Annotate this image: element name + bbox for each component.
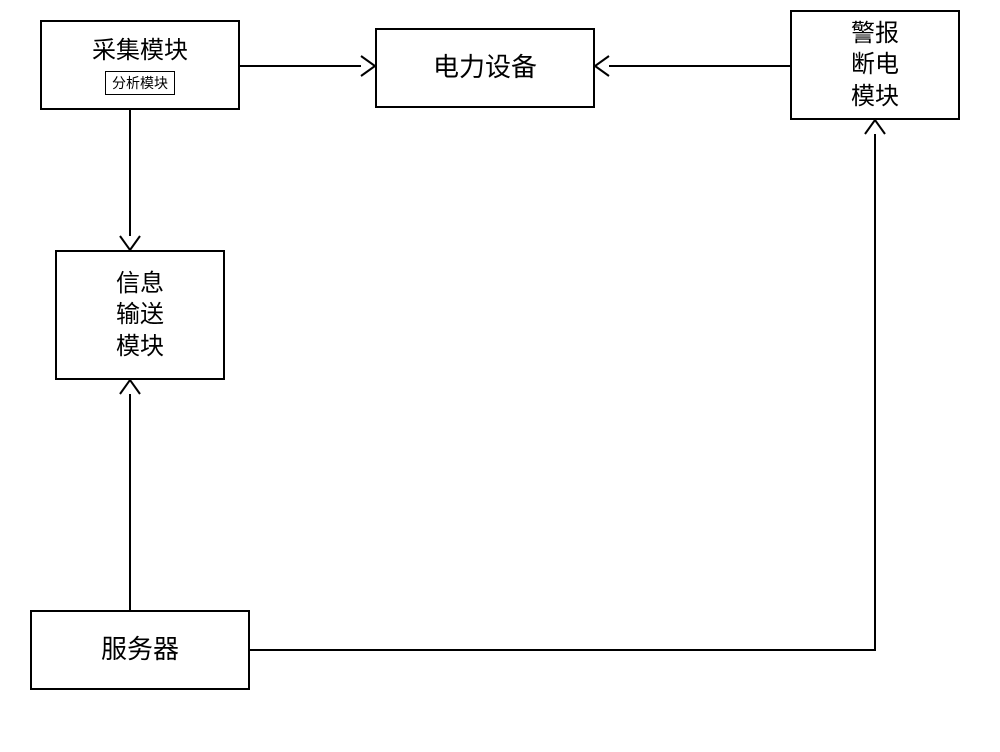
node-transport-label: 信息 输送 模块	[116, 268, 164, 362]
node-alarm-label: 警报 断电 模块	[851, 18, 899, 112]
node-collect-inner-label: 分析模块	[105, 71, 175, 95]
node-server-label: 服务器	[101, 633, 179, 667]
node-transport: 信息 输送 模块	[55, 250, 225, 380]
node-collect: 采集模块 分析模块	[40, 20, 240, 110]
node-power-label: 电力设备	[433, 51, 537, 85]
node-collect-label: 采集模块	[92, 35, 188, 66]
node-server: 服务器	[30, 610, 250, 690]
diagram-canvas: 采集模块 分析模块 电力设备 警报 断电 模块 信息 输送 模块 服务器	[0, 0, 1000, 752]
node-alarm: 警报 断电 模块	[790, 10, 960, 120]
node-power: 电力设备	[375, 28, 595, 108]
